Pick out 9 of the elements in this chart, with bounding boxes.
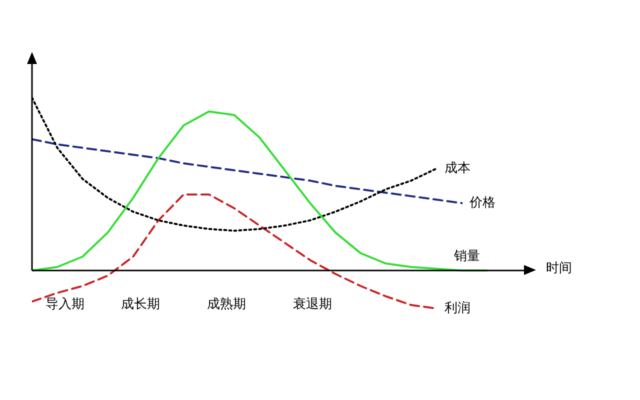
annotation: 成熟期 [207,296,246,312]
annotation: 导入期 [45,296,84,312]
series-label: 利润 [444,300,470,316]
series-label: 成本 [444,160,470,176]
series-label: 销量 [453,248,480,264]
annotation: 衰退期 [293,296,332,312]
series-label: 价格 [468,195,496,210]
x-axis-title: 时间 [546,260,572,276]
annotation: 成长期 [121,296,160,312]
